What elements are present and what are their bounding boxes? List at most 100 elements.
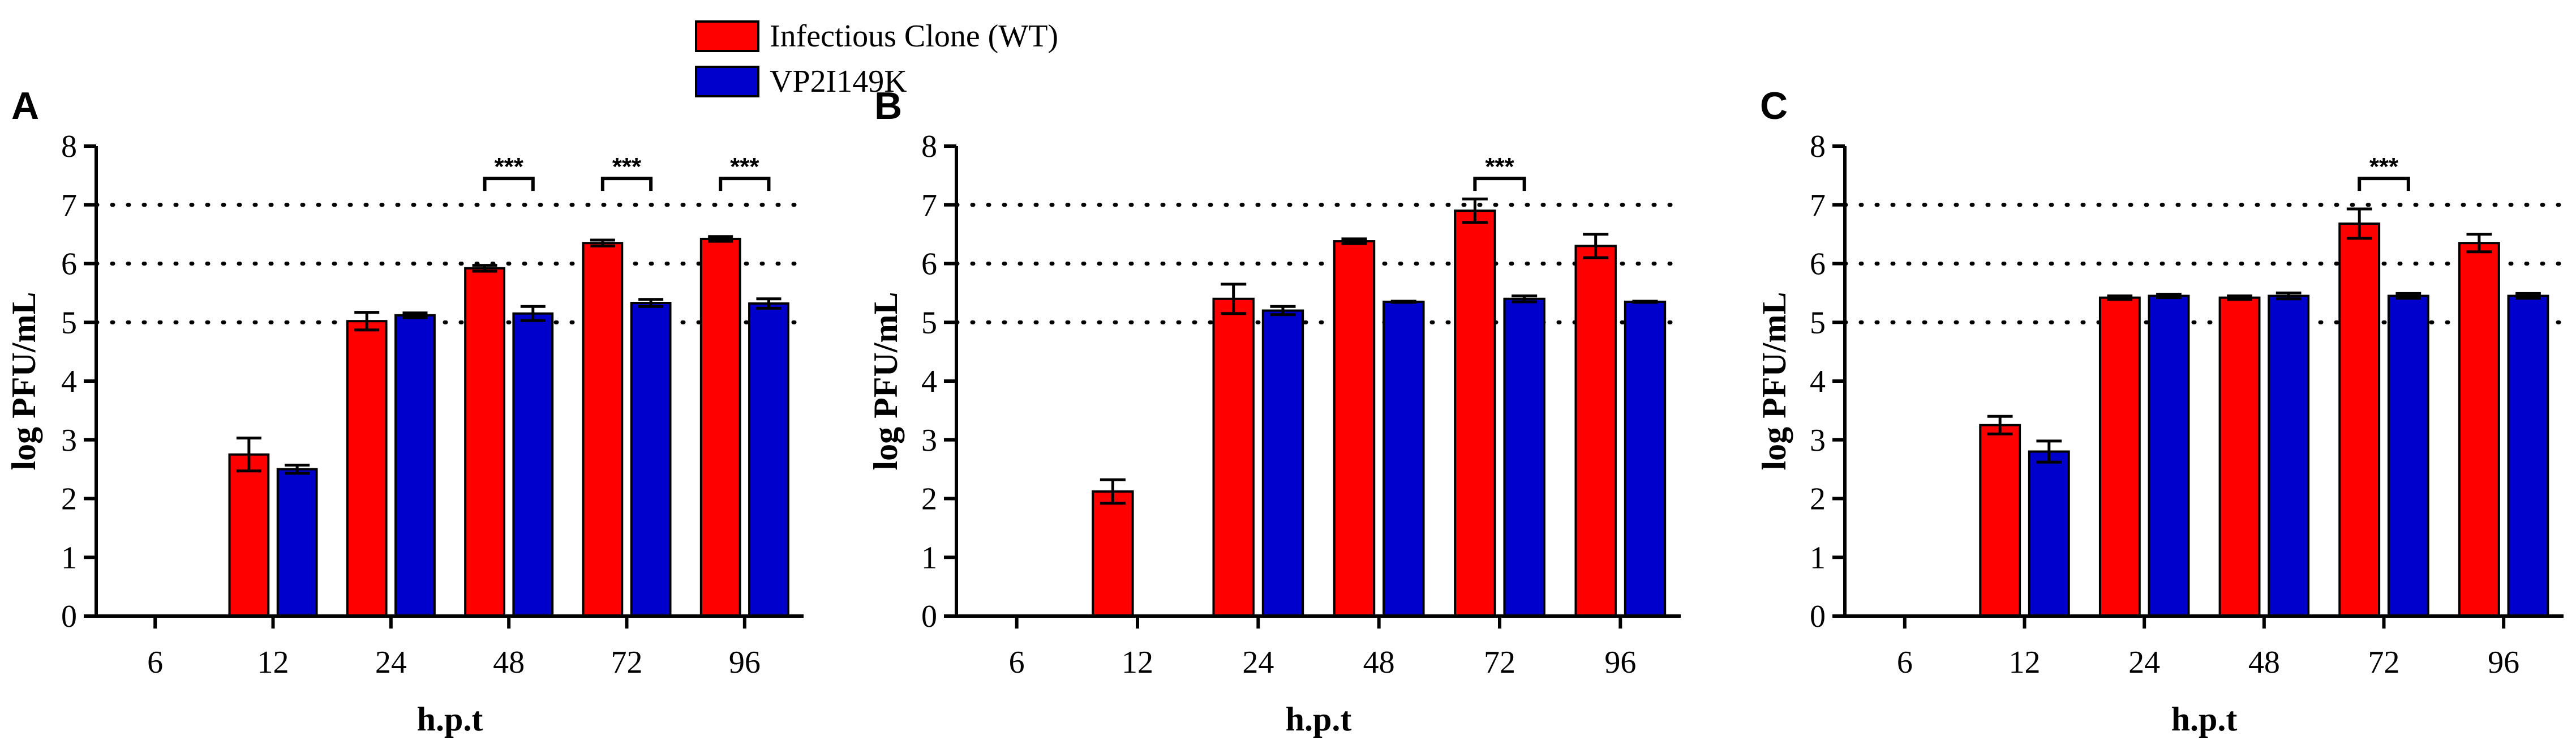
y-tick-label-1: 1 [61,540,77,575]
y-axis-title: log PFU/mL [1755,292,1793,471]
panel-letter: C [1760,84,1788,127]
y-tick-label-1: 1 [1810,540,1826,575]
y-tick-label-0: 0 [921,599,937,634]
x-axis-title: h.p.t [2171,700,2238,738]
bar-1-72 [1503,297,1545,617]
bar-0-72 [582,242,624,617]
y-tick-label-6: 6 [61,247,77,282]
panel-letter: A [11,84,39,127]
bar-0-12 [1092,490,1134,617]
legend: Infectious Clone (WT) VP2I149K [695,19,1058,99]
y-tick-label-2: 2 [61,482,77,517]
y-tick-label-3: 3 [921,423,937,458]
bar-0-96 [2458,242,2500,617]
y-tick-label-5: 5 [61,305,77,340]
significance-bracket-1 [600,177,653,191]
y-tick-label-2: 2 [921,482,937,517]
bar-0-48 [1333,240,1376,617]
y-axis-title: log PFU/mL [5,292,42,471]
bar-0-24 [2098,296,2141,617]
x-tick-label-4: 72 [611,645,643,680]
y-tick-label-4: 4 [1810,364,1826,399]
legend-swatch-1 [695,66,759,97]
x-tick-label-5: 96 [729,645,761,680]
significance-label-0: *** [1485,153,1514,181]
significance-bracket-0 [483,177,535,191]
y-tick-label-8: 8 [921,129,937,164]
y-tick-label-2: 2 [1810,482,1826,517]
x-tick-label-1: 12 [2009,645,2041,680]
bar-1-72 [2387,294,2429,617]
bar-1-24 [394,314,436,617]
bar-0-48 [2218,296,2261,617]
bar-1-72 [630,302,672,617]
bar-0-72 [2338,222,2381,617]
bar-0-24 [1212,297,1255,617]
bar-0-24 [346,320,388,617]
significance-bracket-0 [2358,177,2410,191]
x-tick-label-3: 48 [493,645,525,680]
x-tick-label-2: 24 [375,645,407,680]
legend-swatch-0 [695,20,759,52]
x-tick-label-0: 6 [1897,645,1913,680]
y-tick-label-4: 4 [61,364,77,399]
bar-1-12 [276,468,318,617]
significance-label-2: *** [730,153,759,181]
y-tick-label-0: 0 [1810,599,1826,634]
x-tick-label-3: 48 [1363,645,1395,680]
y-tick-label-0: 0 [61,599,77,634]
y-tick-label-1: 1 [921,540,937,575]
bar-0-96 [1574,245,1617,617]
y-axis-title: log PFU/mL [867,292,904,471]
y-tick-label-6: 6 [1810,247,1826,282]
bar-1-48 [512,312,554,617]
significance-label-0: *** [2369,153,2399,181]
y-tick-label-4: 4 [921,364,937,399]
bar-1-96 [2507,294,2549,617]
legend-label-0: Infectious Clone (WT) [770,19,1058,54]
significance-bracket-0 [1473,177,1526,191]
bar-0-72 [1454,210,1496,617]
panel-letter: B [874,84,902,127]
x-tick-label-1: 12 [257,645,289,680]
y-tick-label-7: 7 [61,188,77,223]
bar-1-48 [1383,300,1425,617]
bar-0-12 [1979,424,2021,617]
significance-bracket-2 [719,177,771,191]
x-tick-label-2: 24 [1242,645,1274,680]
bar-0-96 [699,237,741,617]
legend-label-1: VP2I149K [770,64,907,99]
y-tick-label-8: 8 [1810,129,1826,164]
bar-1-48 [2268,294,2310,617]
y-tick-label-8: 8 [61,129,77,164]
bar-0-48 [464,267,505,617]
bar-0-12 [228,453,270,617]
y-tick-label-6: 6 [921,247,937,282]
x-tick-label-1: 12 [1122,645,1153,680]
y-tick-label-7: 7 [921,188,937,223]
x-axis-title: h.p.t [417,700,483,738]
x-tick-label-0: 6 [147,645,163,680]
x-tick-label-4: 72 [1484,645,1515,680]
y-tick-label-5: 5 [921,305,937,340]
x-tick-label-5: 96 [1604,645,1636,680]
x-tick-label-4: 72 [2368,645,2400,680]
y-tick-label-5: 5 [1810,305,1826,340]
y-tick-label-7: 7 [1810,188,1826,223]
x-axis-title: h.p.t [1286,700,1352,738]
x-tick-label-3: 48 [2248,645,2280,680]
x-tick-label-0: 6 [1009,645,1025,680]
bar-1-96 [1624,300,1667,617]
bar-1-24 [1261,309,1304,617]
significance-label-1: *** [612,153,642,181]
y-tick-label-3: 3 [1810,423,1826,458]
significance-label-0: *** [494,153,523,181]
x-tick-label-2: 24 [2128,645,2160,680]
bar-1-12 [2028,450,2070,617]
bar-1-96 [748,302,789,617]
